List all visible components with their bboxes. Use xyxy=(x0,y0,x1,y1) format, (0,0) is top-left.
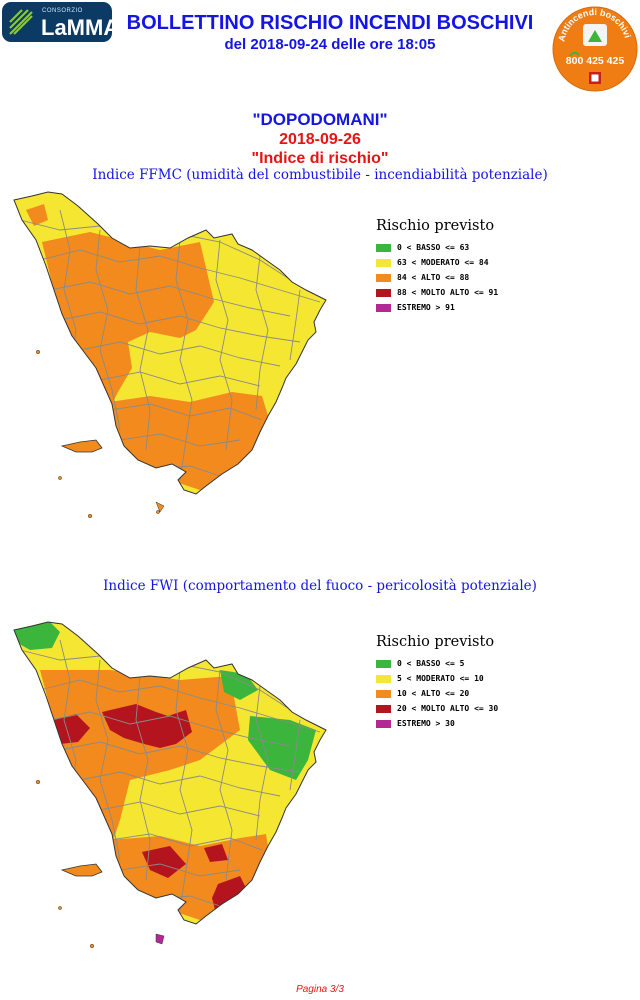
legend-swatch xyxy=(376,288,391,297)
bulletin-subtitle: del 2018-09-24 delle ore 18:05 xyxy=(224,36,436,53)
fwi-title: Indice FWI (comportamento del fuoco - pe… xyxy=(103,578,537,594)
ffmc-title: Indice FFMC (umidità del combustibile - … xyxy=(92,167,548,183)
ffmc-map xyxy=(13,191,327,519)
legend-swatch xyxy=(376,674,391,683)
legend-swatch xyxy=(376,273,391,282)
legend-row: 0 < BASSO <= 5 xyxy=(376,656,498,671)
badge-phone: 800 425 425 xyxy=(566,55,625,67)
lamma-logo: CONSORZIO LaMMA xyxy=(2,2,119,42)
logo-lines-icon xyxy=(9,9,33,35)
forecast-day: "DOPODOMANI" xyxy=(252,110,388,129)
fwi-map xyxy=(13,621,327,949)
legend-row: 88 < MOLTO ALTO <= 91 xyxy=(376,285,498,300)
legend-swatch xyxy=(376,258,391,267)
legend-label: 84 < ALTO <= 88 xyxy=(397,273,470,282)
phone-icon xyxy=(569,51,580,57)
legend-row: 63 < MODERATO <= 84 xyxy=(376,255,498,270)
forecast-date: 2018-09-26 xyxy=(279,131,361,148)
antincendi-badge: Antincendi boschivi 800 425 425 xyxy=(552,6,638,92)
logo-name: LaMMA xyxy=(41,15,120,40)
ffmc-legend-title: Rischio previsto xyxy=(376,218,495,234)
legend-swatch xyxy=(376,659,391,668)
legend-row: 84 < ALTO <= 88 xyxy=(376,270,498,285)
legend-label: 20 < MOLTO ALTO <= 30 xyxy=(397,704,499,713)
legend-swatch xyxy=(376,243,391,252)
legend-row: ESTREMO > 30 xyxy=(376,716,498,731)
legend-row: 0 < BASSO <= 63 xyxy=(376,240,498,255)
legend-label: 88 < MOLTO ALTO <= 91 xyxy=(397,288,499,297)
legend-swatch xyxy=(376,719,391,728)
fwi-legend-title: Rischio previsto xyxy=(376,634,495,650)
fwi-legend: Rischio previsto 0 < BASSO <= 5 5 < MODER… xyxy=(376,634,498,731)
fwi-legend-rows: 0 < BASSO <= 5 5 < MODERATO <= 10 10 < ALT… xyxy=(376,656,498,731)
legend-swatch xyxy=(376,689,391,698)
bulletin-title: BOLLETTINO RISCHIO INCENDI BOSCHIVI xyxy=(126,12,534,34)
ffmc-legend: Rischio previsto 0 < BASSO <= 63 63 < MOD… xyxy=(376,218,498,315)
logo-consorzio: CONSORZIO xyxy=(42,8,83,14)
legend-row: 10 < ALTO <= 20 xyxy=(376,686,498,701)
legend-label: 0 < BASSO <= 63 xyxy=(397,243,470,252)
legend-row: 20 < MOLTO ALTO <= 30 xyxy=(376,701,498,716)
legend-label: 5 < MODERATO <= 10 xyxy=(397,674,484,683)
ffmc-legend-rows: 0 < BASSO <= 63 63 < MODERATO <= 84 84 < A… xyxy=(376,240,498,315)
risk-index-label: "Indice di rischio" xyxy=(251,150,389,167)
legend-label: 63 < MODERATO <= 84 xyxy=(397,258,489,267)
legend-swatch xyxy=(376,303,391,312)
legend-label: ESTREMO > 91 xyxy=(397,303,455,312)
legend-label: ESTREMO > 30 xyxy=(397,719,455,728)
legend-row: 5 < MODERATO <= 10 xyxy=(376,671,498,686)
legend-row: ESTREMO > 91 xyxy=(376,300,498,315)
legend-label: 10 < ALTO <= 20 xyxy=(397,689,470,698)
page-number: Pagina 3/3 xyxy=(296,984,344,995)
legend-swatch xyxy=(376,704,391,713)
legend-label: 0 < BASSO <= 5 xyxy=(397,659,465,668)
